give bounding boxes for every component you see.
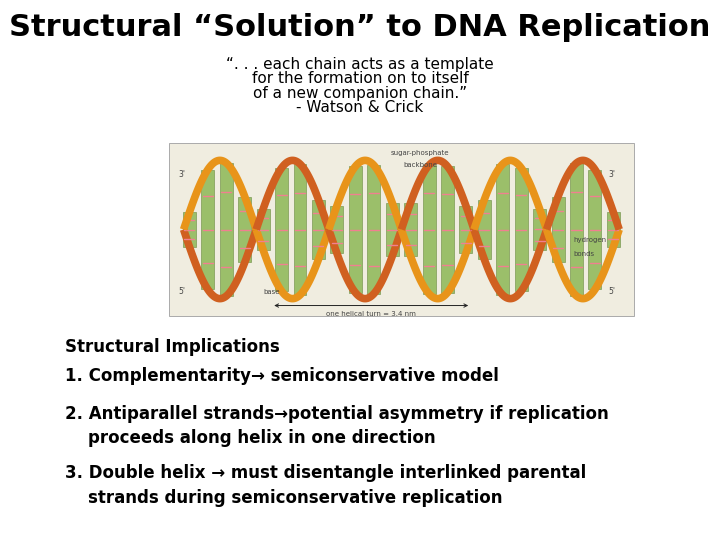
Text: 5': 5' (179, 287, 186, 296)
Bar (256, 209, 269, 250)
Bar (588, 170, 601, 289)
Text: bonds: bonds (573, 251, 594, 256)
Text: base: base (263, 289, 279, 295)
Bar (348, 166, 361, 293)
Text: of a new companion chain.”: of a new companion chain.” (253, 86, 467, 101)
Bar (534, 209, 546, 250)
Bar (294, 164, 307, 295)
Text: Structural Implications: Structural Implications (65, 338, 279, 355)
Bar (386, 202, 399, 256)
Bar (367, 165, 380, 294)
Text: strands during semiconservative replication: strands during semiconservative replicat… (65, 489, 503, 507)
Bar (607, 212, 620, 247)
Bar (202, 170, 215, 289)
Bar (312, 200, 325, 259)
Bar (330, 206, 343, 253)
Text: “. . . each chain acts as a template: “. . . each chain acts as a template (226, 57, 494, 72)
Bar (169, 143, 634, 316)
Text: 3. Double helix → must disentangle interlinked parental: 3. Double helix → must disentangle inter… (65, 464, 586, 482)
Bar (478, 200, 491, 259)
Bar (404, 202, 417, 256)
Text: backbone: backbone (403, 162, 437, 168)
Bar (570, 163, 583, 296)
Text: - Watson & Crick: - Watson & Crick (297, 100, 423, 116)
Text: one helical turn = 3.4 nm: one helical turn = 3.4 nm (326, 310, 416, 317)
Bar (515, 168, 528, 291)
Text: 3': 3' (608, 170, 615, 179)
Text: Structural “Solution” to DNA Replication: Structural “Solution” to DNA Replication (9, 14, 711, 43)
Text: 3': 3' (179, 170, 186, 179)
Bar (552, 197, 564, 262)
Bar (441, 166, 454, 293)
Bar (496, 164, 509, 295)
Bar (183, 212, 196, 247)
Text: 1. Complementarity→ semiconservative model: 1. Complementarity→ semiconservative mod… (65, 367, 499, 385)
Text: 2. Antiparallel strands→potential asymmetry if replication: 2. Antiparallel strands→potential asymme… (65, 405, 608, 423)
Bar (238, 197, 251, 262)
Text: proceeds along helix in one direction: proceeds along helix in one direction (65, 429, 436, 447)
Bar (275, 168, 288, 291)
Text: sugar-phosphate: sugar-phosphate (391, 150, 449, 156)
Text: 5': 5' (608, 287, 615, 296)
Bar (459, 206, 472, 253)
Text: for the formation on to itself: for the formation on to itself (251, 71, 469, 86)
Bar (423, 165, 436, 294)
Text: hydrogen: hydrogen (573, 237, 606, 243)
Bar (220, 163, 233, 296)
